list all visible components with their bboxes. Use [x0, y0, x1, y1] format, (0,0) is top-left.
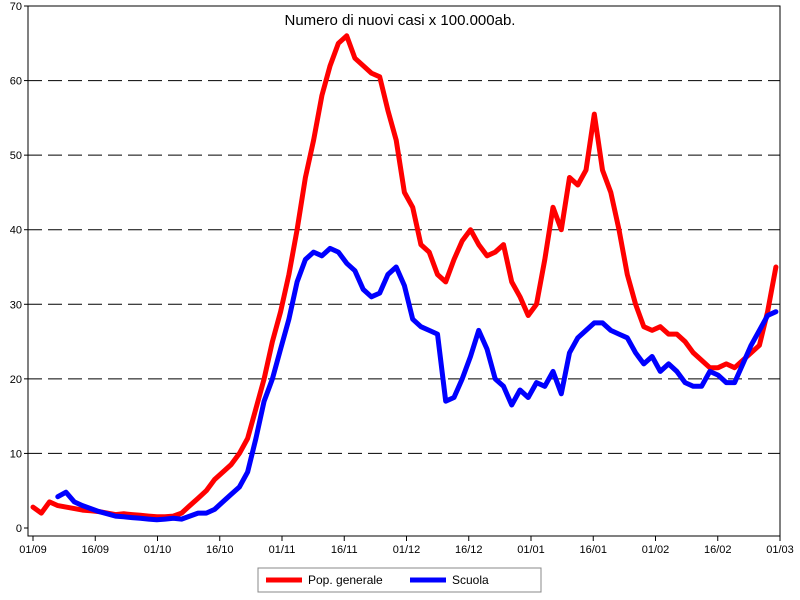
grid-lines	[28, 80, 780, 454]
y-tick-label: 60	[10, 76, 22, 88]
y-tick-label: 50	[10, 150, 22, 162]
series-line-pop-generale	[30, 33, 779, 520]
x-tick-label: 16/11	[331, 544, 358, 556]
x-tick-label: 01/11	[269, 544, 296, 556]
legend: Pop. generale Scuola	[257, 567, 542, 593]
legend-frame	[257, 567, 542, 593]
legend-label-pop-generale: Pop. generale	[308, 573, 383, 587]
y-tick-label: 10	[10, 448, 22, 460]
x-tick-label: 16/02	[704, 544, 732, 556]
y-tick-label: 0	[16, 523, 22, 535]
x-tick-label: 01/03	[766, 544, 794, 556]
y-tick-label: 70	[10, 1, 22, 13]
axes: 0 10 20 30 40 50 60 70 01/09 16/09 01/10 16/10 01/11…	[10, 1, 794, 556]
y-tick-label: 30	[10, 299, 22, 311]
plot-area-frame	[27, 5, 781, 537]
y-tick-label: 40	[10, 225, 22, 237]
chart-title: Numero di nuovi casi x 100.000ab.	[285, 12, 516, 29]
x-tick-label: 16/09	[81, 544, 109, 556]
y-tick-label: 20	[10, 374, 22, 386]
x-tick-label: 16/01	[579, 544, 607, 556]
series-line-scuola	[55, 245, 779, 523]
x-tick-label: 01/10	[144, 544, 172, 556]
legend-label-scuola: Scuola	[452, 573, 489, 587]
x-tick-label: 16/12	[455, 544, 483, 556]
x-tick-label: 16/10	[206, 544, 234, 556]
x-tick-label: 01/02	[642, 544, 670, 556]
x-tick-label: 01/12	[393, 544, 421, 556]
series-lines	[30, 33, 779, 523]
x-tick-label: 01/01	[517, 544, 545, 556]
x-tick-label: 01/09	[19, 544, 47, 556]
